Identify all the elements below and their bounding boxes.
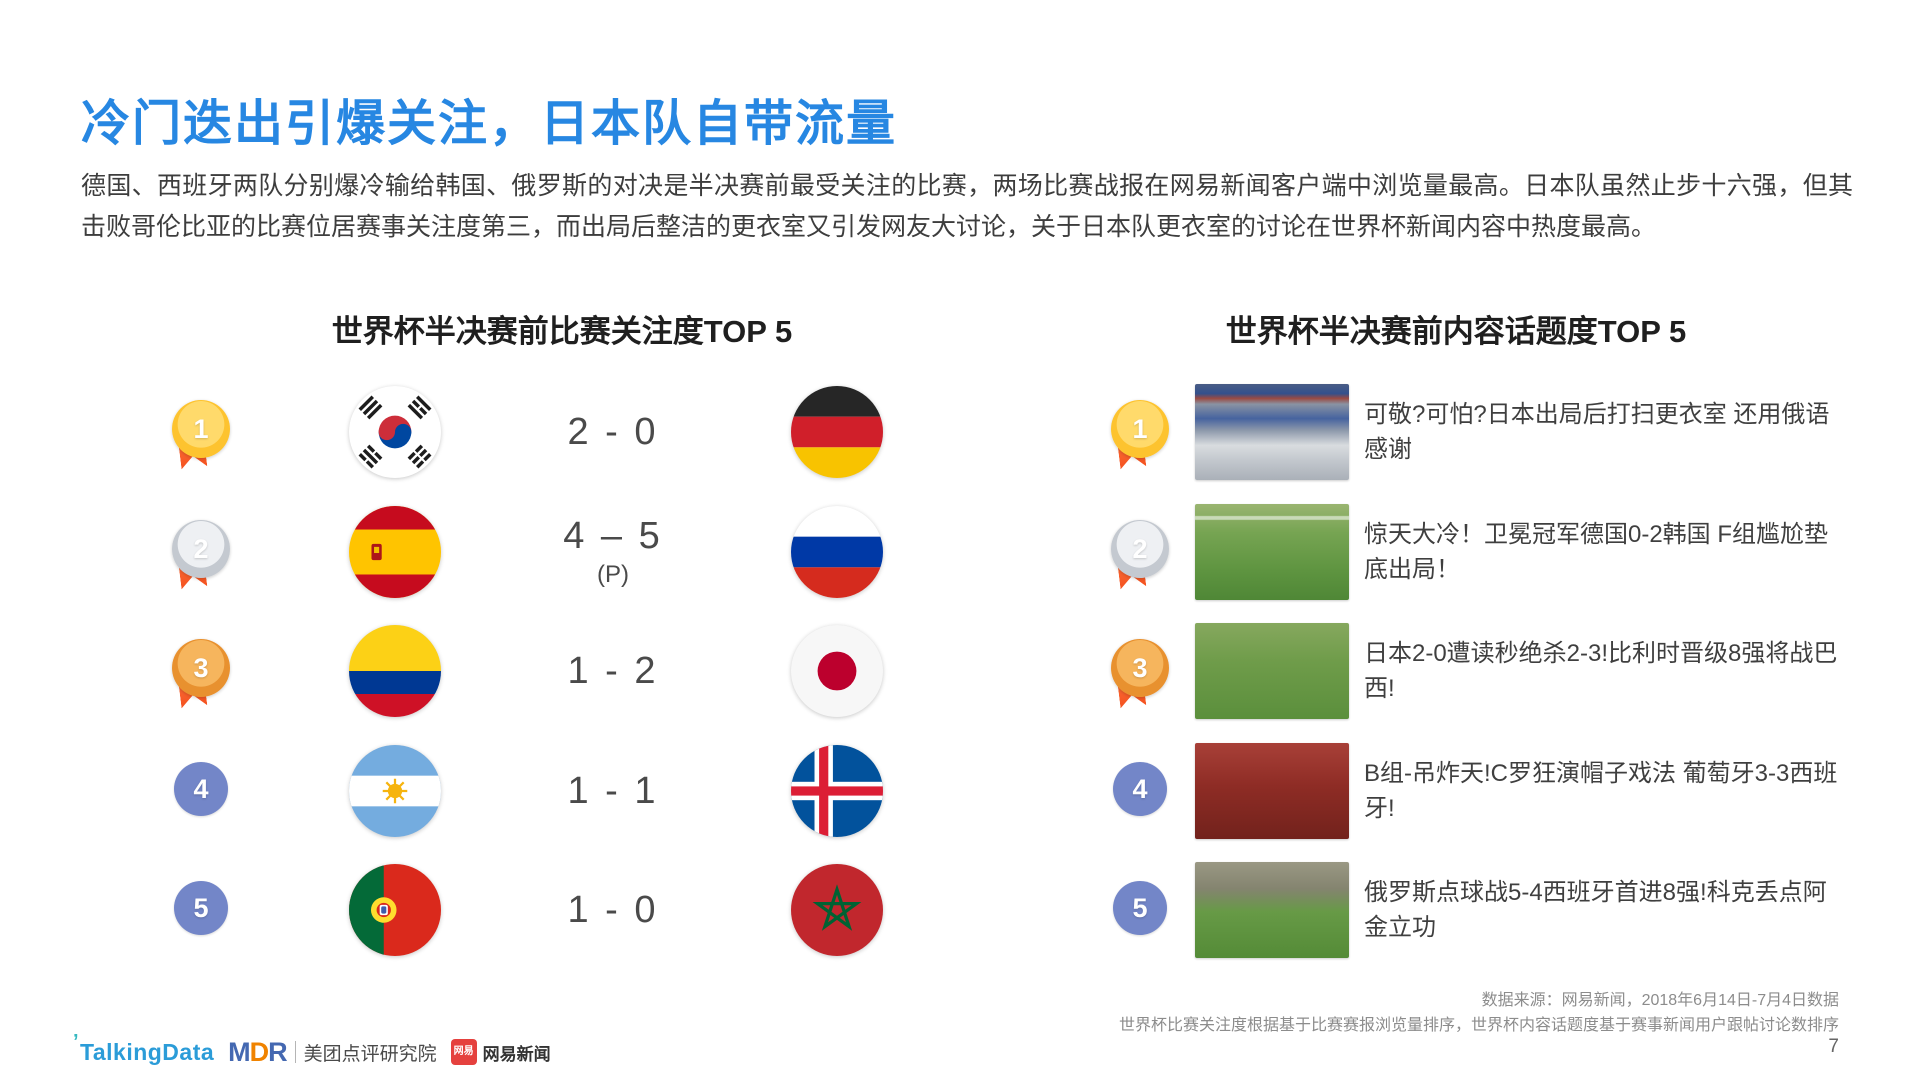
article-thumbnail (1195, 504, 1349, 600)
silver-medal-icon: 2 (1111, 520, 1169, 588)
match-score: 4 – 5 (P) (523, 492, 703, 612)
rank-badge-icon: 4 (1111, 759, 1169, 827)
article-headline: 日本2-0遭读秒绝杀2-3!比利时晋级8强将战巴西! (1364, 640, 1838, 702)
article-thumbnail (1195, 743, 1349, 839)
talkingdata-tick-icon: ’ (73, 1030, 80, 1053)
score-value: 4 – 5 (563, 515, 663, 557)
topic-ranking-header: 世界杯半决赛前内容话题度TOP 5 (1225, 314, 1687, 349)
body-paragraph: 德国、西班牙两队分别爆冷输给韩国、俄罗斯的对决是半决赛前最受关注的比赛，两场比赛… (81, 172, 1853, 241)
match-score: 1 - 2 (523, 611, 703, 731)
article-headline: 俄罗斯点球战5-4西班牙首进8强!科克丢点阿金立功 (1364, 879, 1827, 941)
gold-medal-icon: 1 (172, 400, 230, 468)
topic-rank-row: 5 俄罗斯点球战5-4西班牙首进8强!科克丢点阿金立功 (0, 850, 1921, 970)
gold-medal-icon: 1 (1111, 400, 1169, 468)
rank-number: 2 (172, 520, 230, 578)
flag-iceland-icon (791, 745, 883, 837)
netease-badge-icon: 网易 (450, 1039, 477, 1065)
flag-argentina-icon (349, 745, 441, 837)
meituan-dianping-logo: MDR 美团点评研究院 (228, 1037, 437, 1068)
rank-badge-icon: 5 (172, 878, 230, 946)
flag-south-korea-icon (349, 386, 441, 478)
rank-number: 1 (1111, 400, 1169, 458)
page-title: 冷门迭出引爆关注，日本队自带流量 (81, 97, 898, 151)
bronze-medal-icon: 3 (1111, 639, 1169, 707)
score-value: 2 - 0 (567, 410, 659, 453)
match-score: 1 - 1 (523, 731, 703, 851)
score-value: 1 - 0 (567, 888, 659, 931)
talkingdata-logo: ’ TalkingData (73, 1031, 215, 1066)
match-rank-row: 3 1 - 2 (0, 611, 1921, 731)
logo-divider (294, 1041, 296, 1063)
mdr-wordmark: MDR (228, 1036, 287, 1067)
rank-badge-icon: 4 (172, 759, 230, 827)
match-rank-row: 1 2 - 0 (0, 372, 1921, 492)
flag-japan-icon (791, 625, 883, 717)
topic-rank-row: 4 B组-吊炸天!C罗狂演帽子戏法 葡萄牙3-3西班牙! (0, 731, 1921, 851)
topic-rank-row: 2 惊天大冷！卫冕冠军德国0-2韩国 F组尴尬垫底出局！ (0, 492, 1921, 612)
article-headline: 惊天大冷！卫冕冠军德国0-2韩国 F组尴尬垫底出局！ (1364, 521, 1829, 583)
match-rank-row: 5 1 - 0 (0, 850, 1921, 970)
netease-label: 网易新闻 (482, 1044, 551, 1064)
rank-number: 1 (172, 400, 230, 458)
match-score: 1 - 0 (523, 850, 703, 970)
rank-number: 4 (174, 762, 228, 816)
flag-portugal-icon (349, 864, 441, 956)
rank-number: 2 (1111, 520, 1169, 578)
topic-rank-row: 3 日本2-0遭读秒绝杀2-3!比利时晋级8强将战巴西! (0, 611, 1921, 731)
score-value: 1 - 2 (567, 649, 659, 692)
netease-news-logo: 网易 网易新闻 (450, 1039, 551, 1065)
flag-germany-icon (791, 386, 883, 478)
article-thumbnail (1195, 862, 1349, 958)
score-note: (P) (597, 561, 629, 588)
article-thumbnail (1195, 623, 1349, 719)
talkingdata-wordmark: TalkingData (80, 1038, 215, 1065)
page-number: 7 (1828, 1036, 1839, 1057)
topic-rank-row: 1 可敬?可怕?日本出局后打扫更衣室 还用俄语感谢 (0, 372, 1921, 492)
footer-logos: ’ TalkingData MDR 美团点评研究院 网易 网易新闻 (73, 1031, 551, 1068)
rank-number: 3 (172, 639, 230, 697)
bronze-medal-icon: 3 (172, 639, 230, 707)
article-headline: B组-吊炸天!C罗狂演帽子戏法 葡萄牙3-3西班牙! (1364, 760, 1838, 822)
silver-medal-icon: 2 (172, 520, 230, 588)
article-headline: 可敬?可怕?日本出局后打扫更衣室 还用俄语感谢 (1364, 401, 1830, 463)
article-thumbnail (1195, 384, 1349, 480)
match-rank-row: 2 4 – 5 (P) (0, 492, 1921, 612)
rank-number: 3 (1111, 639, 1169, 697)
mdr-label: 美团点评研究院 (303, 1043, 437, 1065)
score-value: 1 - 1 (567, 769, 659, 812)
rank-number: 5 (1113, 881, 1167, 935)
data-source-line: 世界杯比赛关注度根据基于比赛赛报浏览量排序，世界杯内容话题度基于赛事新闻用户跟帖… (1118, 1017, 1839, 1034)
rank-number: 5 (174, 881, 228, 935)
rank-number: 4 (1113, 762, 1167, 816)
match-score: 2 - 0 (523, 372, 703, 492)
flag-morocco-icon (791, 864, 883, 956)
match-rank-row: 4 1 - 1 (0, 731, 1921, 851)
data-source-line: 数据来源：网易新闻，2018年6月14日-7月4日数据 (1481, 992, 1839, 1009)
match-ranking-header: 世界杯半决赛前比赛关注度TOP 5 (331, 314, 793, 349)
rank-badge-icon: 5 (1111, 878, 1169, 946)
